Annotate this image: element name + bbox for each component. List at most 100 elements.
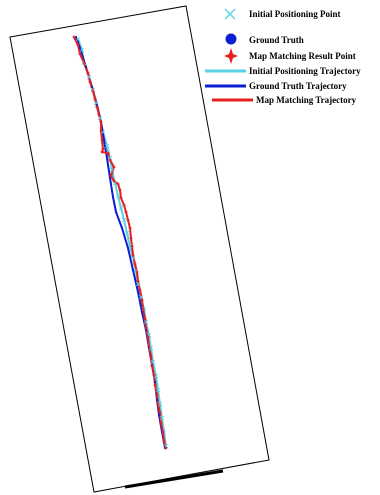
- map-matching-point-10: [98, 119, 104, 125]
- map-matching-point-49: [161, 438, 167, 444]
- map-matching-trajectory: [73, 36, 167, 449]
- ground-truth-points: [74, 35, 167, 450]
- map-matching-point-38: [145, 334, 151, 340]
- legend: Initial Positioning Point Ground Truth M…: [205, 8, 361, 105]
- initial-point-27: [155, 387, 161, 393]
- initial-point-3: [86, 74, 92, 80]
- map-matching-point-2: [77, 51, 83, 57]
- map-matching-point-39: [146, 344, 152, 350]
- initial-point-0: [75, 36, 81, 42]
- map-matching-point-23: [121, 202, 127, 208]
- map-matching-point-41: [149, 363, 155, 369]
- map-matching-point-43: [152, 382, 158, 388]
- map-matching-point-26: [127, 225, 133, 231]
- map-matching-point-20: [115, 181, 121, 187]
- initial-point-17: [130, 255, 136, 261]
- ground-truth-point-21: [157, 413, 161, 417]
- map-matching-point-18: [108, 173, 114, 179]
- map-matching-point-19: [111, 178, 117, 184]
- legend-label-ground-truth: Ground Truth: [249, 35, 304, 45]
- map-matching-point-5: [87, 79, 93, 85]
- legend-cross-icon: [224, 8, 236, 20]
- map-matching-point-4: [85, 70, 91, 76]
- legend-label-initial-trajectory: Initial Positioning Trajectory: [249, 66, 361, 76]
- map-matching-point-25: [125, 217, 131, 223]
- map-matching-point-13: [100, 146, 106, 152]
- initial-point-19: [135, 281, 141, 287]
- map-matching-point-6: [90, 88, 96, 94]
- map-matching-point-35: [140, 306, 146, 312]
- initial-point-29: [159, 415, 165, 421]
- map-matching-point-11: [98, 128, 104, 134]
- initial-point-10: [109, 167, 115, 173]
- ground-truth-point-15: [140, 310, 144, 314]
- map-matching-point-46: [157, 410, 163, 416]
- ground-truth-point-7: [105, 156, 109, 160]
- initial-positioning-points: [75, 36, 169, 449]
- legend-label-mm-trajectory: Map Matching Trajectory: [256, 95, 357, 105]
- map-matching-point-22: [118, 195, 124, 201]
- ground-truth-point-14: [136, 290, 140, 294]
- ground-truth-point-11: [120, 226, 124, 230]
- scale-bar: [124, 469, 224, 489]
- legend-filled-circle-icon: [225, 33, 237, 45]
- map-matching-result-points: [71, 34, 169, 451]
- initial-trajectory-layer: [77, 38, 167, 447]
- map-matching-point-28: [129, 243, 135, 249]
- ground-truth-point-10: [114, 210, 118, 214]
- map-matching-point-16: [107, 157, 113, 163]
- ground-truth-point-2: [84, 65, 88, 69]
- map-matching-trajectory-layer: [73, 36, 167, 449]
- legend-label-initial-point: Initial Positioning Point: [249, 9, 341, 19]
- initial-point-12: [115, 193, 121, 199]
- map-matching-point-0: [71, 34, 77, 40]
- map-matching-point-32: [135, 278, 141, 284]
- initial-point-13: [118, 205, 124, 211]
- map-matching-point-47: [158, 420, 164, 426]
- ground-truth-point-3: [90, 85, 94, 89]
- map-matching-point-15: [105, 150, 111, 156]
- map-matching-point-45: [155, 401, 161, 407]
- map-matching-point-21: [117, 187, 123, 193]
- map-matching-point-37: [143, 325, 149, 331]
- map-matching-point-24: [123, 209, 129, 215]
- initial-point-22: [143, 319, 149, 325]
- map-matching-point-34: [139, 297, 145, 303]
- ground-truth-point-12: [126, 246, 130, 250]
- ground-truth-trajectory: [75, 36, 166, 449]
- map-matching-point-31: [134, 269, 140, 275]
- map-frame: [9, 5, 270, 493]
- ground-truth-point-8: [108, 176, 112, 180]
- legend-label-mm-point: Map Matching Result Point: [249, 51, 356, 61]
- map-matching-point-50: [163, 445, 169, 451]
- ground-truth-point-1: [78, 46, 82, 50]
- map-matching-point-27: [128, 235, 134, 241]
- map-matching-point-8: [94, 104, 100, 110]
- initial-point-15: [124, 230, 130, 236]
- ground-truth-point-19: [153, 380, 157, 384]
- initial-point-20: [138, 294, 144, 300]
- initial-point-1: [79, 47, 85, 53]
- map-matching-point-14: [99, 149, 105, 155]
- map-matching-point-1: [75, 42, 81, 48]
- map-matching-point-33: [137, 287, 143, 293]
- map-matching-point-36: [142, 316, 148, 322]
- legend-label-ground-truth-trajectory: Ground Truth Trajectory: [249, 81, 347, 91]
- map-matching-point-3: [81, 60, 87, 66]
- initial-point-25: [150, 359, 156, 365]
- initial-point-14: [121, 217, 127, 223]
- map-matching-point-40: [148, 353, 154, 359]
- map-matching-point-30: [132, 261, 138, 267]
- map-matching-point-17: [111, 164, 117, 170]
- map-matching-point-42: [151, 372, 157, 378]
- initial-point-8: [104, 143, 110, 149]
- ground-truth-point-9: [111, 195, 115, 199]
- map-matching-point-29: [130, 252, 136, 258]
- ground-truth-point-20: [155, 398, 159, 402]
- ground-truth-trajectory-layer: [75, 36, 166, 449]
- legend-four-point-star-icon: [224, 48, 238, 64]
- map-matching-point-9: [96, 112, 102, 118]
- initial-positioning-trajectory: [77, 38, 167, 447]
- map-matching-point-48: [160, 429, 166, 435]
